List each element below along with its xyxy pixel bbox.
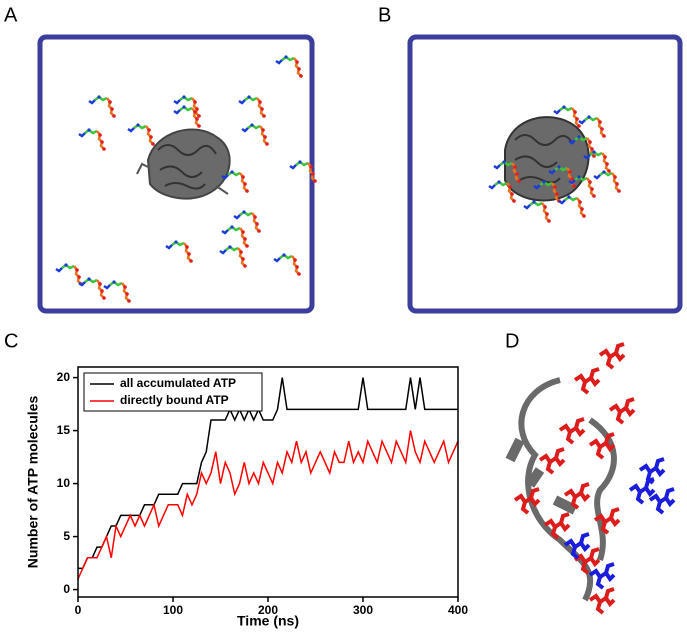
x-tick-label: 300 xyxy=(353,603,373,617)
protein xyxy=(504,116,590,202)
data-line xyxy=(77,430,459,580)
panel-label: A xyxy=(4,4,18,26)
y-tick-label: 20 xyxy=(57,370,71,384)
y-tick-label: 10 xyxy=(57,476,71,490)
panel-label: B xyxy=(378,4,391,26)
data-line xyxy=(78,377,458,570)
legend-label: all accumulated ATP xyxy=(120,376,236,390)
y-tick-label: 15 xyxy=(57,423,71,437)
panel-label: D xyxy=(505,330,519,352)
panel-label: C xyxy=(4,330,18,352)
y-tick-label: 0 xyxy=(63,582,70,596)
x-tick-label: 0 xyxy=(75,603,82,617)
protein xyxy=(505,377,617,602)
x-tick-label: 400 xyxy=(448,603,468,617)
legend-label: directly bound ATP xyxy=(120,393,229,407)
protein xyxy=(136,128,231,200)
y-axis-title: Number of ATP molecules xyxy=(25,396,41,569)
x-tick-label: 200 xyxy=(258,603,278,617)
y-tick-label: 5 xyxy=(63,529,70,543)
legend-box xyxy=(83,372,263,412)
x-axis-title: Time (ns) xyxy=(237,613,299,629)
x-tick-label: 100 xyxy=(163,603,183,617)
plot-frame xyxy=(77,366,459,598)
